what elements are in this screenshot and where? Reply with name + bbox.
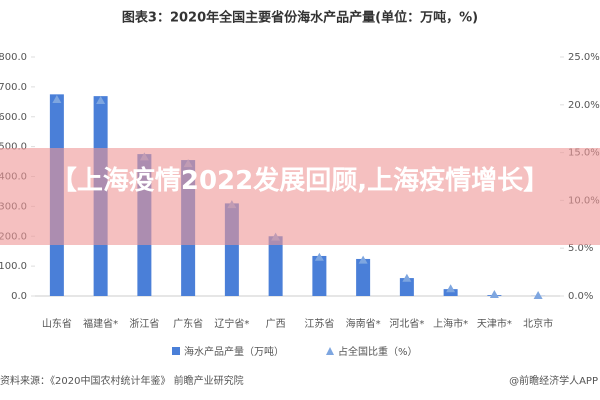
bar xyxy=(268,236,283,296)
source: 资料来源：《2020中国农村统计年鉴》 前瞻产业研究院 xyxy=(0,374,244,387)
y-tick-label: 700.0 xyxy=(0,82,27,93)
bar xyxy=(356,258,371,296)
y2-tick-label: 5.0% xyxy=(568,243,593,254)
x-tick-label: 浙江省 xyxy=(129,317,159,330)
y-tick-label: 100.0 xyxy=(0,261,27,272)
x-tick-label: 辽宁省* xyxy=(214,317,249,330)
overlay-text: 【上海疫情2022发展回顾,上海疫情增长】 xyxy=(50,166,550,196)
marker xyxy=(533,291,543,299)
y-tick-label: 0.0 xyxy=(11,291,27,302)
marker xyxy=(358,255,368,264)
marker xyxy=(402,273,412,282)
x-tick-label: 山东省 xyxy=(42,317,72,330)
x-tick-label: 江苏省 xyxy=(304,317,334,330)
y-tick-label: 800.0 xyxy=(0,52,27,63)
legend-marker xyxy=(172,347,180,355)
y2-tick-label: 25.0% xyxy=(568,52,600,63)
x-tick-label: 河北省* xyxy=(389,317,424,330)
x-tick-label: 天津市* xyxy=(477,317,512,330)
bar xyxy=(399,278,414,296)
legend-label: 占全国比重（%） xyxy=(338,345,418,358)
x-tick-label: 福建省* xyxy=(83,317,118,330)
y2-tick-label: 0.0% xyxy=(568,291,593,302)
marker xyxy=(96,95,106,104)
marker xyxy=(52,95,62,104)
marker xyxy=(446,284,456,293)
credit: @前瞻经济学人APP xyxy=(509,374,598,387)
x-tick-label: 广西 xyxy=(266,318,286,330)
x-tick-label: 上海市* xyxy=(433,317,468,330)
y-tick-label: 500.0 xyxy=(0,142,27,153)
y-tick-label: 600.0 xyxy=(0,112,27,123)
legend-marker xyxy=(326,347,334,355)
chart-title: 图表3：2020年全国主要省份海水产品产量(单位：万吨，%) xyxy=(122,10,478,26)
marker xyxy=(314,252,324,261)
marker xyxy=(489,290,499,299)
banner xyxy=(0,148,600,245)
legend-label: 海水产品产量（万吨） xyxy=(184,345,284,358)
x-tick-label: 广东省 xyxy=(173,317,203,330)
x-tick-label: 海南省* xyxy=(346,317,381,330)
x-tick-label: 北京市 xyxy=(523,317,553,330)
y2-tick-label: 20.0% xyxy=(568,100,600,111)
bar xyxy=(312,255,327,296)
bar xyxy=(443,289,458,296)
